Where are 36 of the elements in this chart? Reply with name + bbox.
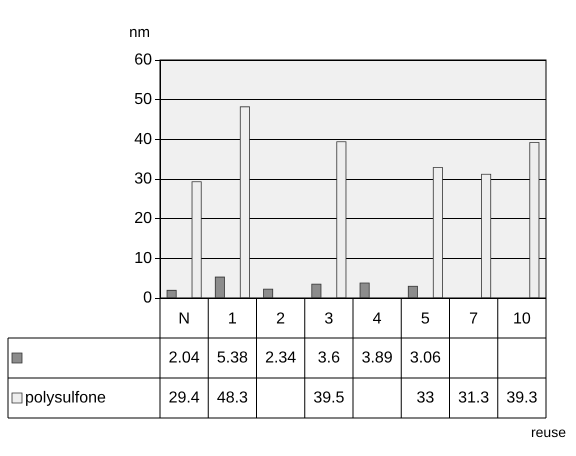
y-tick-label: 30	[134, 170, 152, 188]
data-label: 3.6	[318, 350, 340, 366]
text: reuse	[530, 424, 566, 440]
x-tick-label: 5	[420, 310, 430, 328]
data-label: 39.3	[506, 390, 538, 406]
x-tick-label: 1	[228, 310, 237, 328]
data-label: 2.34	[265, 350, 296, 366]
bar	[311, 284, 322, 298]
data-label: 29.4	[168, 390, 200, 406]
data-label: 3.89	[362, 350, 393, 366]
bar	[166, 290, 177, 298]
data-label: 3.06	[410, 350, 442, 366]
x-tick-label: 3	[324, 310, 334, 328]
y-tick-label: 60	[134, 52, 152, 68]
data-label: 39.5	[313, 390, 345, 406]
bar	[408, 286, 418, 298]
y-tick-label: 40	[134, 130, 152, 148]
bar	[360, 282, 370, 298]
x-tick-label: 2	[276, 310, 286, 328]
x-tick-label: 7	[469, 310, 478, 328]
x-tick-label: N	[178, 310, 190, 328]
data-label: 5.38	[216, 350, 248, 366]
bar	[214, 276, 225, 298]
y-tick-label: 50	[134, 91, 152, 108]
y-tick-label: 10	[134, 250, 152, 267]
y-tick-label: 20	[134, 210, 152, 228]
legend-label: polysulfone	[25, 390, 106, 406]
data-label: 31.3	[458, 390, 490, 406]
bar	[263, 288, 274, 298]
data-label: 2.04	[168, 350, 200, 366]
x-tick-label: 10	[512, 310, 531, 328]
x-tick-label: 4	[372, 310, 382, 328]
y-axis-title: nm	[129, 24, 150, 41]
data-label: 33	[416, 390, 434, 406]
y-tick-label: 0	[143, 290, 152, 306]
data-label: 48.3	[216, 390, 248, 406]
